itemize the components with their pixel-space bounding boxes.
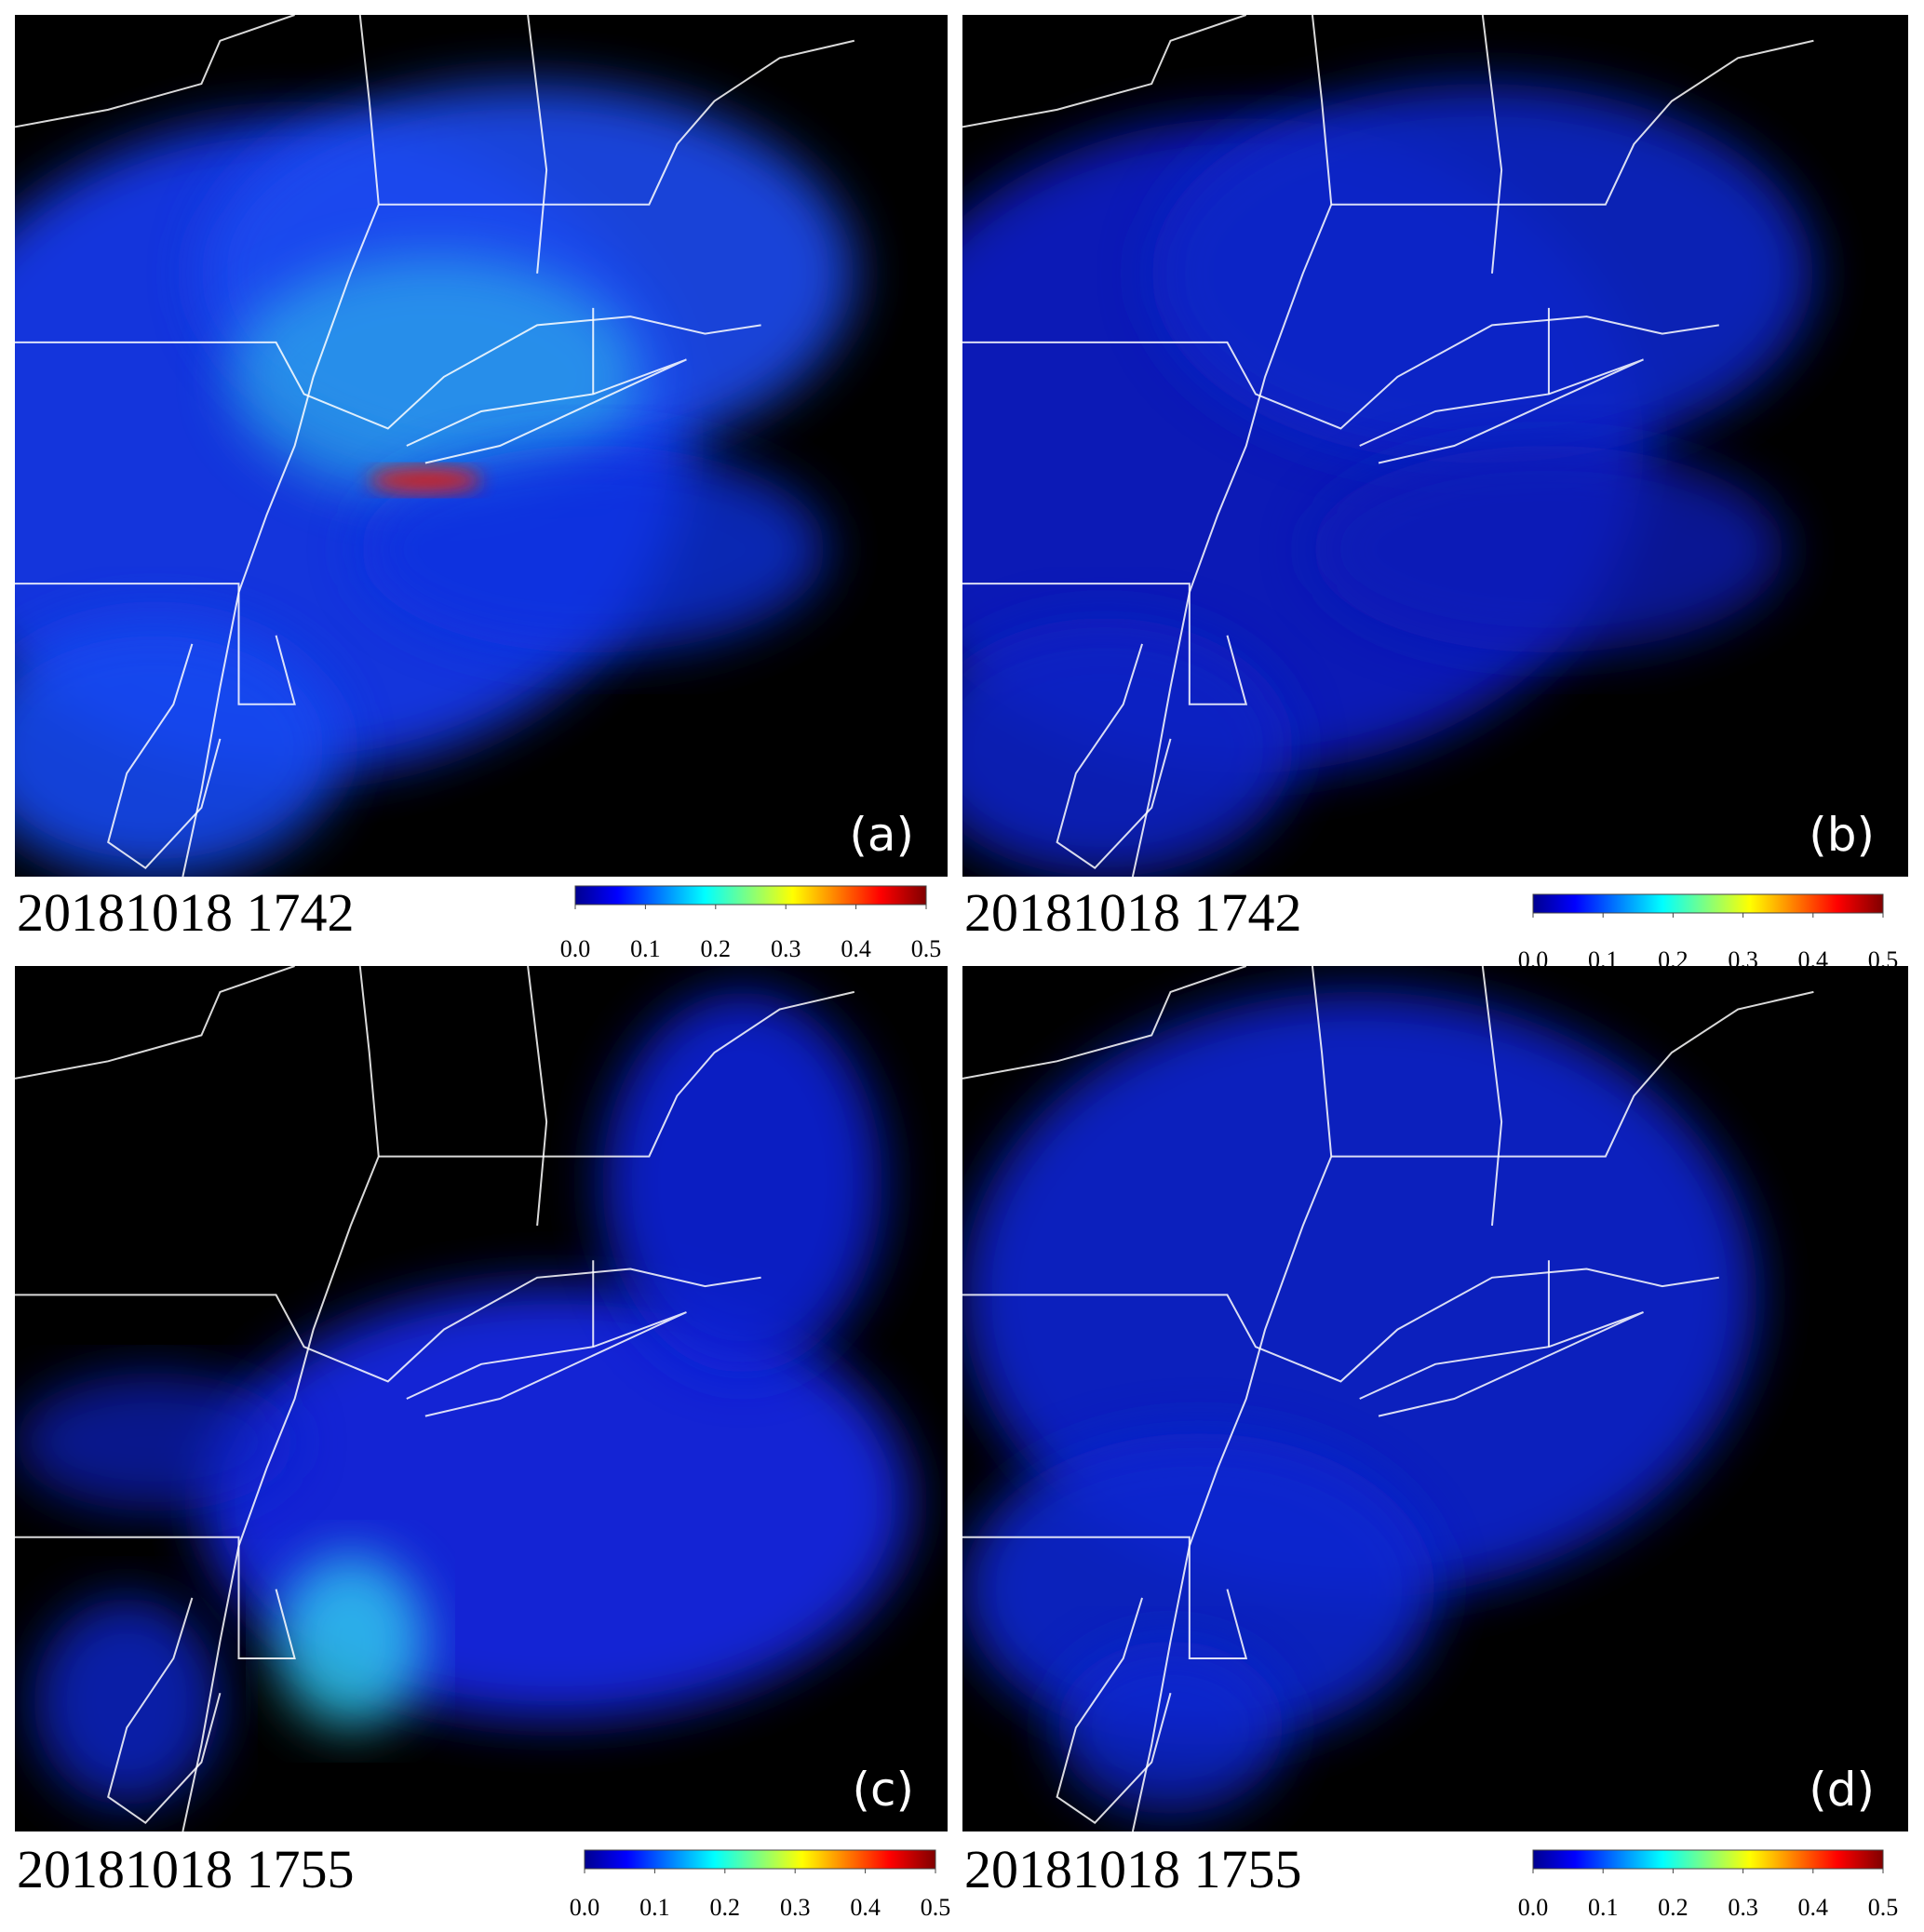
colorbar: [584, 1849, 936, 1870]
boundary-line: [962, 1536, 1248, 1659]
colorbar-tick-label: 0.0: [570, 1894, 600, 1921]
colorbar-tick-label: 0.1: [1588, 1894, 1619, 1921]
panel-label: (a): [849, 808, 914, 862]
panel-label: (b): [1809, 808, 1875, 862]
retrieval-swath: [602, 991, 882, 1374]
boundary-line: [182, 15, 380, 877]
colorbar-tick-label: 0.4: [1798, 1894, 1829, 1921]
data-swaths: [962, 966, 1814, 1831]
colorbar-tick-label: 0.5: [921, 1894, 951, 1921]
boundary-line: [962, 966, 1247, 1080]
boundary-line: [182, 966, 380, 1831]
boundary-line: [406, 1311, 687, 1417]
colorbar-tick-label: 0.3: [780, 1894, 811, 1921]
retrieval-swath: [229, 256, 640, 498]
colorbar-tick-label: 0.3: [1728, 1894, 1758, 1921]
colorbar: [574, 885, 927, 906]
colorbar-tick-label: 0.1: [630, 935, 661, 962]
colorbar-tick-label: 0.0: [560, 935, 591, 962]
boundary-line: [1359, 358, 1644, 464]
colorbar: [1532, 1849, 1884, 1870]
retrieval-swath: [1056, 1641, 1285, 1815]
boundary-line: [406, 358, 687, 464]
data-swaths: [15, 966, 910, 1831]
data-swaths: [962, 15, 1814, 877]
boundary-line: [1056, 1597, 1172, 1825]
boundary-line: [15, 966, 295, 1080]
boundary-line: [15, 1536, 296, 1659]
colorbar-tick-label: 0.3: [771, 935, 801, 962]
retrieval-swath: [962, 1433, 1435, 1745]
timestamp: 20181018 1755: [17, 1839, 355, 1899]
colorbar-tick-label: 0.1: [639, 1894, 670, 1921]
colorbar-tick-label: 0.5: [911, 935, 942, 962]
colorbar: [1532, 893, 1884, 914]
retrieval-swath: [1151, 84, 1814, 463]
retrieval-swath: [15, 1373, 295, 1511]
boundary-line: [1331, 39, 1814, 206]
boundary-line: [1131, 15, 1333, 877]
timestamp: 20181018 1742: [17, 882, 355, 943]
retrieval-swath: [15, 618, 342, 877]
boundary-line: [107, 643, 222, 870]
boundary-line: [962, 583, 1248, 705]
boundary-line: [378, 39, 855, 206]
colorbar-tick-label: 0.2: [1658, 1894, 1689, 1921]
retrieval-swath: [34, 1597, 221, 1806]
boundary-line: [15, 1268, 761, 1383]
colorbar-tick-label: 0.5: [1868, 1894, 1899, 1921]
boundary-line: [378, 990, 855, 1158]
panel-label: (d): [1809, 1763, 1875, 1817]
colorbar-tick-label: 0.4: [841, 935, 871, 962]
map-panel: (c) 20181018 1755 0.0 0.1 0.2 0.3 0.4 0.5: [15, 966, 950, 1921]
timestamp: 20181018 1755: [964, 1839, 1302, 1899]
boundary-line: [1331, 990, 1814, 1158]
boundary-line: [1359, 1311, 1644, 1417]
data-swaths: [15, 15, 855, 877]
boundary-line: [15, 583, 296, 705]
timestamp: 20181018 1742: [964, 882, 1302, 943]
map-panel: (a) 20181018 1742 0.0 0.1 0.2 0.3 0.4 0.5: [15, 15, 948, 962]
boundary-line: [962, 1268, 1719, 1383]
boundary-line: [962, 15, 1247, 128]
boundary-line: [962, 315, 1719, 430]
colorbar-tick-label: 0.2: [710, 1894, 741, 1921]
boundary-line: [107, 1597, 222, 1825]
retrieval-swath: [1312, 446, 1785, 653]
retrieval-swath: [369, 467, 481, 493]
retrieval-swath: [962, 618, 1294, 877]
colorbar-tick-label: 0.2: [701, 935, 732, 962]
boundary-line: [527, 966, 548, 1227]
boundary-line: [527, 15, 548, 274]
panel-label: (c): [852, 1763, 914, 1817]
boundary-line: [15, 15, 295, 128]
retrieval-swath: [276, 1554, 425, 1728]
retrieval-swath: [359, 446, 827, 653]
colorbar-tick-label: 0.0: [1518, 1894, 1549, 1921]
boundary-line: [15, 315, 761, 430]
map-panel: (d) 20181018 1755 0.0 0.1 0.2 0.3 0.4 0.5: [962, 966, 1908, 1921]
boundary-line: [1056, 643, 1172, 870]
boundary-line: [1131, 966, 1333, 1831]
boundary-line: [1481, 15, 1503, 274]
boundary-line: [1481, 966, 1503, 1227]
colorbar-tick-label: 0.4: [850, 1894, 881, 1921]
